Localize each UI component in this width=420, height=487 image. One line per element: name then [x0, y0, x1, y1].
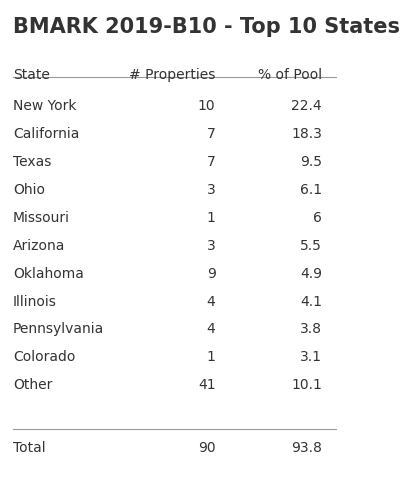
Text: Arizona: Arizona [13, 239, 66, 253]
Text: 4: 4 [207, 322, 215, 337]
Text: 4: 4 [207, 295, 215, 309]
Text: 10: 10 [198, 99, 215, 113]
Text: 7: 7 [207, 127, 215, 141]
Text: # Properties: # Properties [129, 68, 215, 82]
Text: Texas: Texas [13, 155, 51, 169]
Text: 4.1: 4.1 [300, 295, 322, 309]
Text: % of Pool: % of Pool [258, 68, 322, 82]
Text: State: State [13, 68, 50, 82]
Text: 1: 1 [207, 211, 215, 225]
Text: Pennsylvania: Pennsylvania [13, 322, 104, 337]
Text: 9.5: 9.5 [300, 155, 322, 169]
Text: 7: 7 [207, 155, 215, 169]
Text: 6: 6 [313, 211, 322, 225]
Text: BMARK 2019-B10 - Top 10 States: BMARK 2019-B10 - Top 10 States [13, 17, 400, 37]
Text: Colorado: Colorado [13, 350, 76, 364]
Text: 10.1: 10.1 [291, 378, 322, 393]
Text: 22.4: 22.4 [291, 99, 322, 113]
Text: 3.8: 3.8 [300, 322, 322, 337]
Text: 18.3: 18.3 [291, 127, 322, 141]
Text: New York: New York [13, 99, 76, 113]
Text: Missouri: Missouri [13, 211, 70, 225]
Text: 90: 90 [198, 441, 215, 455]
Text: 1: 1 [207, 350, 215, 364]
Text: 3: 3 [207, 239, 215, 253]
Text: 41: 41 [198, 378, 215, 393]
Text: 5.5: 5.5 [300, 239, 322, 253]
Text: Illinois: Illinois [13, 295, 57, 309]
Text: Ohio: Ohio [13, 183, 45, 197]
Text: 3: 3 [207, 183, 215, 197]
Text: Total: Total [13, 441, 46, 455]
Text: Oklahoma: Oklahoma [13, 266, 84, 281]
Text: Other: Other [13, 378, 52, 393]
Text: 4.9: 4.9 [300, 266, 322, 281]
Text: 93.8: 93.8 [291, 441, 322, 455]
Text: 3.1: 3.1 [300, 350, 322, 364]
Text: 9: 9 [207, 266, 215, 281]
Text: California: California [13, 127, 79, 141]
Text: 6.1: 6.1 [300, 183, 322, 197]
